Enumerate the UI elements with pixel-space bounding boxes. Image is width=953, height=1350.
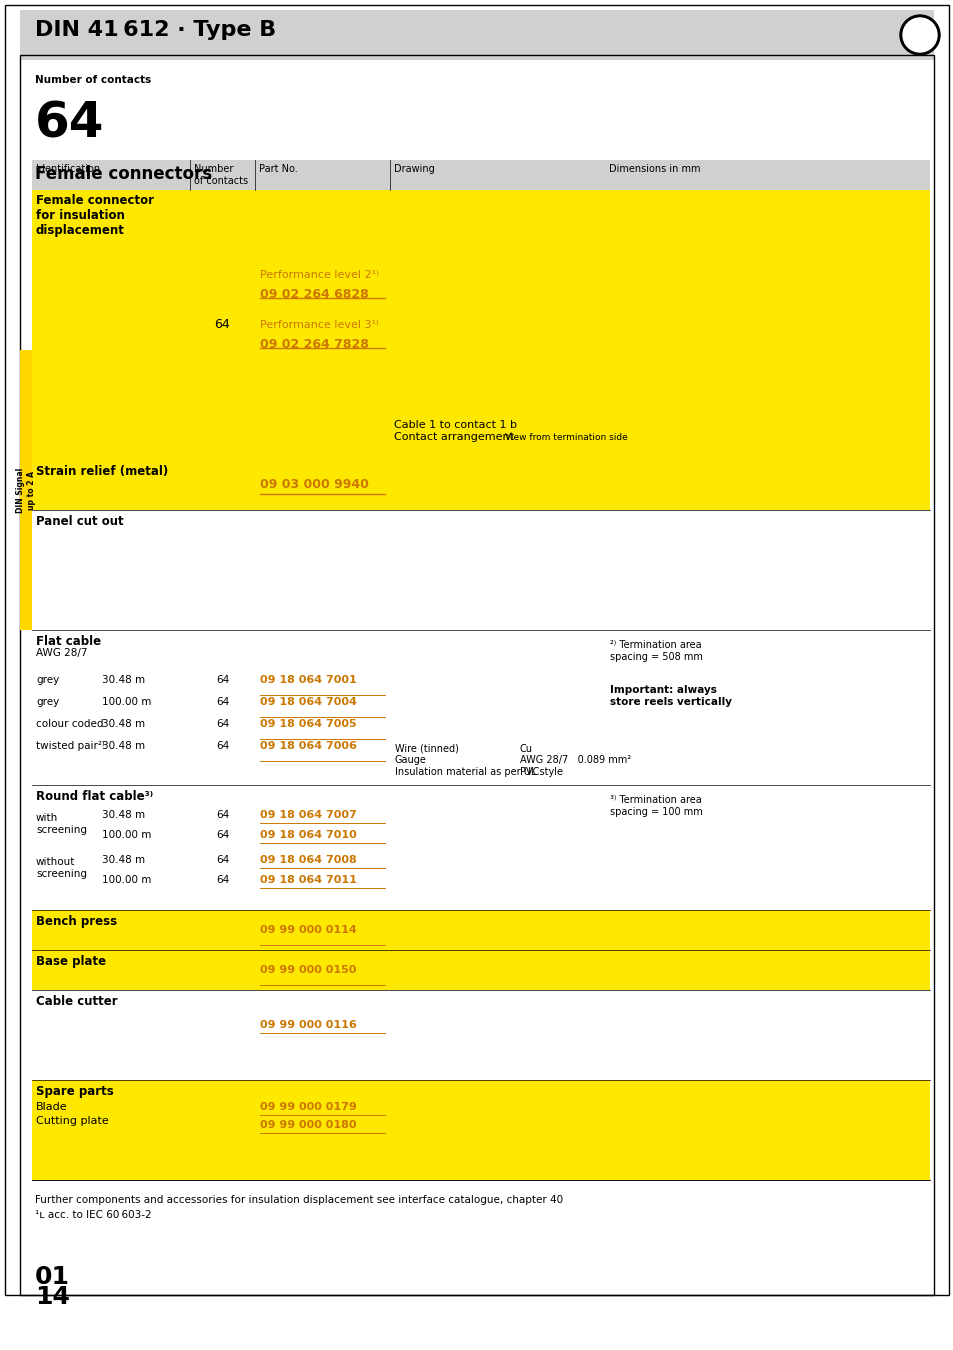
Text: grey: grey [36, 697, 59, 707]
Text: 64: 64 [215, 855, 229, 865]
Bar [32, 950, 929, 990]
Text: Panel cut out: Panel cut out [36, 514, 124, 528]
Text: Cu
AWG 28/7   0.089 mm²
PVC: Cu AWG 28/7 0.089 mm² PVC [519, 744, 631, 778]
Text: Cable 1 to contact 1 b: Cable 1 to contact 1 b [394, 420, 517, 431]
Text: 64: 64 [215, 741, 229, 751]
Bar [32, 630, 929, 784]
Text: 64: 64 [215, 675, 229, 684]
Bar [32, 460, 929, 510]
Text: 09 99 000 0179: 09 99 000 0179 [260, 1102, 356, 1112]
Text: DIN 41 612 · Type B: DIN 41 612 · Type B [35, 20, 276, 40]
Text: Number
of contacts: Number of contacts [193, 163, 248, 185]
Text: Dimensions in mm: Dimensions in mm [608, 163, 700, 174]
Text: Base plate: Base plate [36, 954, 106, 968]
Text: Bench press: Bench press [36, 915, 117, 927]
Bar [32, 510, 929, 630]
Text: AWG 28/7: AWG 28/7 [36, 648, 88, 657]
Text: 100.00 m: 100.00 m [102, 875, 152, 886]
Circle shape [902, 18, 936, 53]
Text: 09 99 000 0150: 09 99 000 0150 [260, 965, 356, 975]
Text: HARTING: HARTING [903, 27, 935, 32]
Text: 09 18 064 7006: 09 18 064 7006 [260, 741, 356, 751]
Text: 30.48 m: 30.48 m [102, 855, 145, 865]
Text: with
screening: with screening [36, 813, 87, 834]
Text: Cutting plate: Cutting plate [36, 1116, 109, 1126]
Text: 09 99 000 0114: 09 99 000 0114 [260, 925, 356, 936]
Text: 09 18 064 7011: 09 18 064 7011 [260, 875, 356, 886]
Text: 100.00 m: 100.00 m [102, 830, 152, 840]
Text: 64: 64 [215, 875, 229, 886]
Text: View from termination side: View from termination side [504, 433, 627, 441]
Text: 64: 64 [215, 830, 229, 840]
Text: Round flat cable³⁾: Round flat cable³⁾ [36, 790, 153, 803]
Bar [32, 784, 929, 910]
Text: ¹ʟ acc. to IEC 60 603-2: ¹ʟ acc. to IEC 60 603-2 [35, 1210, 152, 1220]
Text: Part No.: Part No. [258, 163, 297, 174]
Text: 09 18 064 7005: 09 18 064 7005 [260, 720, 356, 729]
Text: 09 02 264 6828: 09 02 264 6828 [260, 288, 369, 301]
Text: 30.48 m: 30.48 m [102, 675, 145, 684]
Text: 30.48 m: 30.48 m [102, 741, 145, 751]
Bar [392, 220, 601, 425]
Text: grey: grey [36, 675, 59, 684]
Text: Performance level 2¹⁾: Performance level 2¹⁾ [260, 270, 378, 279]
Text: 09 99 000 0116: 09 99 000 0116 [260, 1021, 356, 1030]
Text: ²⁾ Termination area
spacing = 508 mm: ²⁾ Termination area spacing = 508 mm [609, 640, 702, 662]
Text: 09 02 264 7828: 09 02 264 7828 [260, 338, 369, 351]
Text: 09 18 064 7008: 09 18 064 7008 [260, 855, 356, 865]
Text: 64: 64 [215, 810, 229, 819]
Text: 64: 64 [215, 697, 229, 707]
Text: Contact arrangement: Contact arrangement [394, 432, 514, 441]
Text: Identification: Identification [36, 163, 100, 174]
Text: 64: 64 [35, 100, 105, 148]
Text: ³⁾ Termination area
spacing = 100 mm: ³⁾ Termination area spacing = 100 mm [609, 795, 702, 817]
Text: Wire (tinned)
Gauge
Insulation material as per UL style: Wire (tinned) Gauge Insulation material … [395, 744, 562, 778]
Text: Number of contacts: Number of contacts [35, 76, 152, 85]
Bar [32, 190, 929, 460]
Text: 09 18 064 7007: 09 18 064 7007 [260, 810, 356, 819]
Text: Flat cable: Flat cable [36, 634, 101, 648]
Text: 30.48 m: 30.48 m [102, 720, 145, 729]
Bar [32, 161, 929, 190]
Text: 09 18 064 7004: 09 18 064 7004 [260, 697, 356, 707]
Text: 14: 14 [35, 1285, 70, 1310]
Text: without
screening: without screening [36, 857, 87, 879]
Text: Female connector
for insulation
displacement: Female connector for insulation displace… [36, 194, 153, 238]
Text: 09 18 064 7001: 09 18 064 7001 [260, 675, 356, 684]
Text: 100.00 m: 100.00 m [102, 697, 152, 707]
Text: Female connectors: Female connectors [35, 165, 212, 184]
Text: Cable cutter: Cable cutter [36, 995, 117, 1008]
Text: 30.48 m: 30.48 m [102, 810, 145, 819]
Text: twisted pair²⁾: twisted pair²⁾ [36, 741, 105, 751]
Text: Important: always
store reels vertically: Important: always store reels vertically [609, 684, 731, 706]
Text: Spare parts: Spare parts [36, 1085, 113, 1098]
Text: 64: 64 [214, 319, 230, 332]
Text: colour coded: colour coded [36, 720, 103, 729]
Bar [32, 990, 929, 1080]
Text: Further components and accessories for insulation displacement see interface cat: Further components and accessories for i… [35, 1195, 562, 1206]
Circle shape [899, 15, 939, 55]
Text: Drawing: Drawing [394, 163, 435, 174]
Text: DIN Signal
up to 2 A: DIN Signal up to 2 A [16, 467, 35, 513]
Text: 64: 64 [215, 720, 229, 729]
Bar [20, 9, 933, 59]
Bar [32, 910, 929, 950]
Text: 01: 01 [35, 1265, 70, 1289]
Bar [32, 1080, 929, 1180]
Text: 09 18 064 7010: 09 18 064 7010 [260, 830, 356, 840]
Text: 09 99 000 0180: 09 99 000 0180 [260, 1120, 356, 1130]
Bar [20, 350, 32, 630]
Text: Performance level 3¹⁾: Performance level 3¹⁾ [260, 320, 378, 329]
Text: Strain relief (metal): Strain relief (metal) [36, 464, 168, 478]
Text: Blade: Blade [36, 1102, 68, 1112]
Text: 09 03 000 9940: 09 03 000 9940 [260, 478, 369, 491]
